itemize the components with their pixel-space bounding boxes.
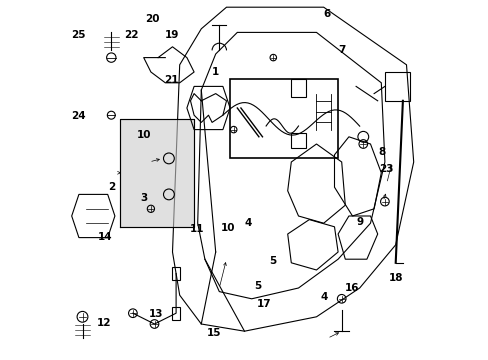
Text: 17: 17: [257, 299, 271, 309]
Text: 6: 6: [323, 9, 330, 19]
Text: 20: 20: [145, 14, 160, 24]
Text: 10: 10: [221, 223, 235, 233]
Text: 11: 11: [189, 224, 204, 234]
Text: 4: 4: [244, 218, 251, 228]
Text: 7: 7: [337, 45, 345, 55]
Text: 25: 25: [71, 30, 85, 40]
Text: 22: 22: [123, 30, 138, 40]
Text: 14: 14: [97, 232, 112, 242]
Polygon shape: [120, 119, 194, 227]
Text: 2: 2: [107, 182, 115, 192]
Text: 9: 9: [356, 217, 363, 227]
Text: 18: 18: [387, 273, 402, 283]
Text: 13: 13: [149, 309, 163, 319]
Text: 1: 1: [212, 67, 219, 77]
Text: 5: 5: [254, 281, 261, 291]
Text: 3: 3: [141, 193, 148, 203]
Text: 10: 10: [136, 130, 151, 140]
Text: 23: 23: [379, 164, 393, 174]
Text: 5: 5: [269, 256, 276, 266]
Text: 21: 21: [164, 75, 179, 85]
Text: 4: 4: [319, 292, 327, 302]
Text: 15: 15: [206, 328, 221, 338]
Text: 19: 19: [165, 30, 179, 40]
Text: 8: 8: [378, 147, 385, 157]
Text: 12: 12: [97, 318, 111, 328]
Text: 16: 16: [344, 283, 358, 293]
Text: 24: 24: [71, 111, 85, 121]
